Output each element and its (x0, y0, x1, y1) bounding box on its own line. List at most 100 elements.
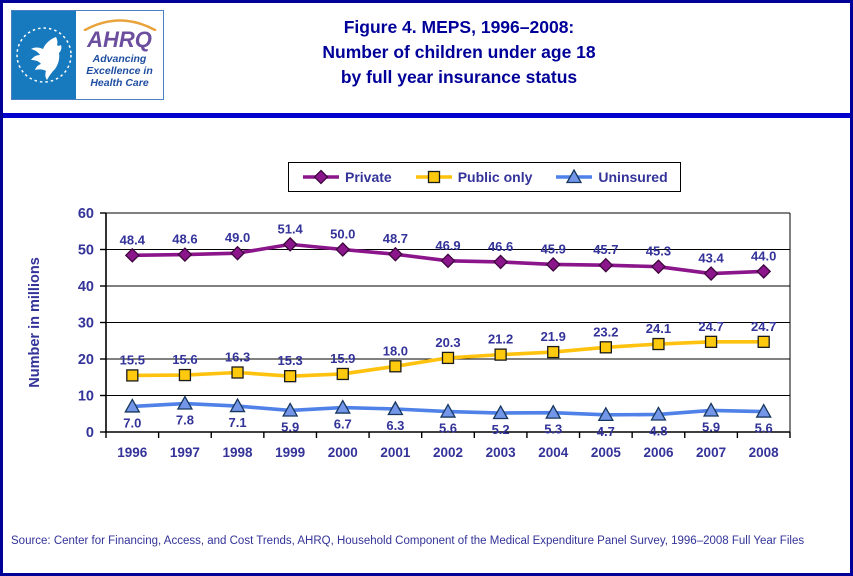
data-point-marker (313, 169, 329, 185)
data-point-label: 23.2 (593, 324, 618, 339)
data-point-label: 5.9 (281, 419, 299, 434)
ahrq-tagline: Advancing Excellence in Health Care (86, 53, 153, 89)
data-point-marker (282, 236, 298, 252)
header-divider (3, 113, 850, 118)
x-tick-label: 2008 (749, 445, 780, 460)
data-point-label: 49.0 (225, 230, 250, 245)
data-point-marker (545, 257, 561, 272)
data-point-marker (652, 337, 665, 351)
data-point-marker (427, 170, 440, 184)
data-point-label: 15.5 (120, 352, 145, 367)
data-point-label: 4.7 (597, 424, 615, 439)
data-point-label: 4.8 (649, 423, 667, 438)
x-tick-label: 2007 (696, 445, 726, 460)
data-point-label: 48.6 (172, 232, 197, 247)
data-point-marker (387, 246, 403, 262)
data-point-marker (598, 257, 614, 273)
x-tick-label: 2004 (538, 445, 569, 460)
public-only-series-swatch-icon (415, 170, 452, 184)
data-point-marker (566, 169, 583, 184)
data-point-marker (284, 370, 297, 383)
data-point-label: 24.1 (646, 321, 671, 336)
data-point-label: 43.4 (698, 251, 724, 266)
data-point-label: 7.8 (176, 413, 194, 428)
data-point-label: 6.3 (386, 418, 404, 433)
data-point-marker (230, 245, 245, 261)
data-point-label: 5.3 (544, 422, 562, 437)
x-tick-label: 2000 (328, 445, 358, 460)
data-point-marker (704, 335, 718, 348)
private-series-swatch-icon (303, 169, 339, 185)
data-point-marker (547, 345, 560, 359)
series-public-only: 15.5 15.6 16.3 15.3 15.9 18.0 20.3 21.2 21.9 23.2… (120, 319, 776, 383)
y-axis-title: Number in millions (27, 257, 43, 388)
data-point-marker (176, 395, 194, 410)
ahrq-logo-panel: AHRQ Advancing Excellence in Health Care (76, 11, 163, 99)
data-point-label: 18.0 (383, 343, 408, 358)
figure-title: Figure 4. MEPS, 1996–2008: Number of chi… (173, 15, 745, 90)
data-point-marker (441, 351, 455, 365)
data-point-label: 21.2 (488, 332, 513, 347)
x-tick-label: 2006 (643, 445, 674, 460)
data-point-marker (755, 403, 772, 418)
hhs-eagle-icon (16, 27, 72, 83)
tagline-line: Advancing (92, 52, 147, 65)
legend-item-uninsured: Uninsured (554, 169, 668, 185)
data-point-label: 5.6 (755, 421, 773, 436)
data-point-marker (651, 259, 666, 275)
legend-label-private: Private (345, 169, 392, 185)
ahrq-swoosh-icon (83, 19, 156, 31)
data-point-marker (231, 366, 244, 379)
data-point-label: 15.3 (277, 353, 302, 368)
uninsured-series-swatch-icon (556, 169, 593, 184)
data-point-label: 5.2 (492, 422, 510, 437)
data-point-marker (492, 404, 509, 420)
y-tick-label: 50 (78, 243, 94, 259)
data-point-label: 46.9 (435, 238, 460, 253)
data-point-label: 7.1 (228, 415, 246, 430)
data-point-marker (282, 402, 299, 417)
data-point-label: 24.7 (698, 319, 723, 334)
data-point-marker (703, 266, 719, 282)
data-point-marker (177, 247, 193, 263)
tagline-line: Excellence in (86, 64, 153, 77)
data-point-label: 44.0 (751, 248, 776, 263)
data-point-marker (599, 341, 612, 354)
figure-title-line-3: by full year insurance status (340, 67, 578, 87)
data-point-marker (439, 403, 457, 418)
data-point-label: 21.9 (541, 329, 566, 344)
data-point-label: 48.4 (120, 232, 146, 247)
data-point-marker (389, 360, 402, 373)
series-uninsured: 7.0 7.8 7.1 5.9 6.7 6.3 5.6 5.2 5.3 4.7 4.8 5.9 5.6 (123, 395, 773, 439)
data-point-label: 50.0 (330, 227, 355, 242)
data-point-marker (440, 253, 456, 269)
data-point-label: 5.9 (702, 419, 720, 434)
data-point-marker (494, 348, 507, 361)
y-tick-label: 20 (78, 352, 94, 368)
y-tick-label: 40 (78, 279, 94, 295)
data-point-label: 7.0 (123, 415, 141, 430)
figure-title-line-1: Figure 4. MEPS, 1996–2008: (343, 17, 575, 37)
x-tick-label: 2001 (380, 445, 411, 460)
chart-legend: Private Public only Uninsured (288, 162, 681, 192)
line-chart: 0 10 20 30 40 50 60 1996 1997 1998 1999 2000 2001 200… (27, 206, 791, 460)
series-private: 48.4 48.6 49.0 51.4 50.0 48.7 46.9 46.6 45.9 45.7… (120, 221, 776, 282)
data-point-label: 15.9 (330, 351, 355, 366)
data-point-label: 51.4 (277, 221, 303, 236)
data-point-label: 24.7 (751, 319, 776, 334)
x-tick-label: 1998 (223, 445, 254, 460)
x-tick-label: 2003 (486, 445, 517, 460)
data-point-label: 46.6 (488, 239, 513, 254)
data-point-marker (335, 242, 351, 257)
legend-label-uninsured: Uninsured (598, 169, 668, 185)
tagline-line: Health Care (90, 76, 149, 89)
ahrq-hhs-logo: AHRQ Advancing Excellence in Health Care (11, 10, 164, 100)
data-point-label: 5.6 (439, 421, 457, 436)
x-tick-label: 1996 (117, 445, 148, 460)
data-point-label: 16.3 (225, 350, 250, 365)
ahrq-wordmark: AHRQ (87, 26, 152, 52)
y-tick-label: 30 (78, 316, 94, 332)
data-point-marker (756, 263, 772, 279)
figure-title-line-2: Number of children under age 18 (322, 42, 596, 62)
